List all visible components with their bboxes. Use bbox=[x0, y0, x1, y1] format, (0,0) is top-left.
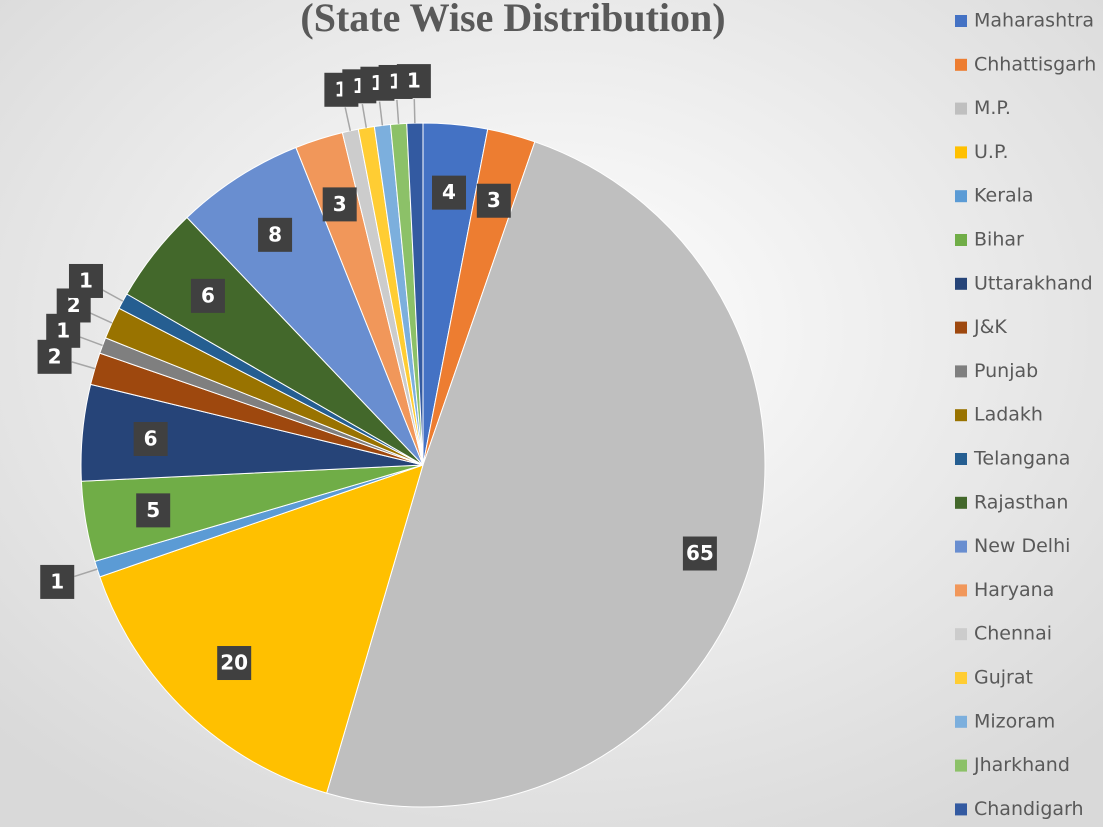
legend-label: Chhattisgarh bbox=[974, 53, 1096, 75]
legend-swatch bbox=[955, 803, 967, 816]
pie-slice bbox=[186, 146, 424, 466]
leader-line bbox=[101, 288, 124, 302]
legend-label: U.P. bbox=[974, 141, 1008, 163]
leader-line bbox=[413, 99, 416, 124]
legend-label: Mizoram bbox=[974, 710, 1055, 732]
data-label: 1 bbox=[407, 69, 421, 93]
data-label-box bbox=[682, 536, 717, 571]
leader-line bbox=[361, 103, 368, 128]
leader-line bbox=[71, 361, 96, 370]
data-label-box bbox=[40, 564, 75, 599]
legend-label: Bihar bbox=[974, 229, 1024, 251]
leader-line bbox=[79, 336, 103, 347]
legend-label: Uttarakhand bbox=[974, 272, 1093, 294]
leader-line bbox=[74, 568, 98, 578]
legend-label: J&K bbox=[973, 316, 1007, 338]
legend-label: Gujrat bbox=[974, 667, 1033, 689]
legend-label: Telangana bbox=[973, 448, 1070, 470]
data-label-box bbox=[322, 187, 357, 222]
legend-label: Chandigarh bbox=[974, 798, 1084, 820]
leader-line bbox=[344, 107, 352, 131]
legend-swatch bbox=[955, 234, 967, 246]
legend-label: New Delhi bbox=[974, 535, 1070, 557]
data-label-box bbox=[136, 493, 171, 528]
legend-swatch bbox=[955, 759, 967, 772]
legend-label: Haryana bbox=[974, 579, 1054, 601]
legend-swatch bbox=[955, 540, 967, 553]
legend-swatch bbox=[955, 277, 967, 290]
data-label-box bbox=[396, 64, 431, 99]
data-label-box bbox=[217, 646, 252, 681]
data-label: 8 bbox=[268, 222, 282, 246]
legend-swatch bbox=[955, 496, 967, 509]
data-label-box bbox=[258, 217, 293, 252]
data-label: 6 bbox=[144, 426, 158, 450]
leader-line bbox=[378, 101, 384, 126]
pie-slice bbox=[326, 141, 766, 808]
leader-line bbox=[89, 312, 113, 324]
data-label: 2 bbox=[67, 293, 81, 317]
legend-label: Jharkhand bbox=[973, 754, 1070, 776]
legend-label: Ladakh bbox=[974, 404, 1043, 426]
legend-label: Chennai bbox=[974, 623, 1052, 645]
legend-swatch bbox=[955, 672, 967, 684]
data-label: 2 bbox=[48, 344, 62, 368]
legend-swatch bbox=[955, 409, 967, 422]
legend-label: Kerala bbox=[974, 185, 1034, 207]
data-label-box bbox=[133, 421, 168, 456]
legend-swatch bbox=[955, 321, 967, 334]
data-label: 4 bbox=[442, 180, 456, 204]
legend-swatch bbox=[955, 58, 967, 71]
legend-swatch bbox=[955, 15, 967, 27]
legend-swatch bbox=[955, 584, 967, 597]
data-label: 1 bbox=[56, 318, 70, 342]
pie-slice bbox=[99, 464, 424, 794]
legend-swatch bbox=[955, 628, 967, 641]
legend-swatch bbox=[955, 102, 967, 115]
data-label-box bbox=[476, 183, 511, 218]
legend-swatch bbox=[955, 453, 967, 465]
data-label: 65 bbox=[686, 541, 714, 565]
legend-label: M.P. bbox=[974, 97, 1011, 119]
data-label: 1 bbox=[50, 569, 64, 593]
chart-title: (State Wise Distribution) bbox=[300, 0, 725, 40]
data-label: 3 bbox=[333, 192, 347, 216]
legend-label: Rajasthan bbox=[974, 491, 1068, 513]
data-label: 5 bbox=[146, 498, 160, 522]
data-label-box bbox=[68, 263, 103, 298]
data-label: 3 bbox=[487, 188, 501, 212]
legend-swatch bbox=[955, 190, 967, 203]
legend-label: Maharashtra bbox=[974, 10, 1094, 32]
data-label: 6 bbox=[201, 283, 215, 307]
legend-swatch bbox=[955, 146, 967, 159]
data-label-box bbox=[432, 175, 467, 210]
data-label: 1 bbox=[79, 268, 93, 292]
data-label: 20 bbox=[220, 651, 248, 675]
legend-label: Punjab bbox=[974, 360, 1038, 382]
legend-swatch bbox=[955, 715, 967, 728]
data-label-box bbox=[190, 278, 225, 313]
legend-swatch bbox=[955, 365, 967, 378]
leader-line bbox=[396, 99, 400, 124]
